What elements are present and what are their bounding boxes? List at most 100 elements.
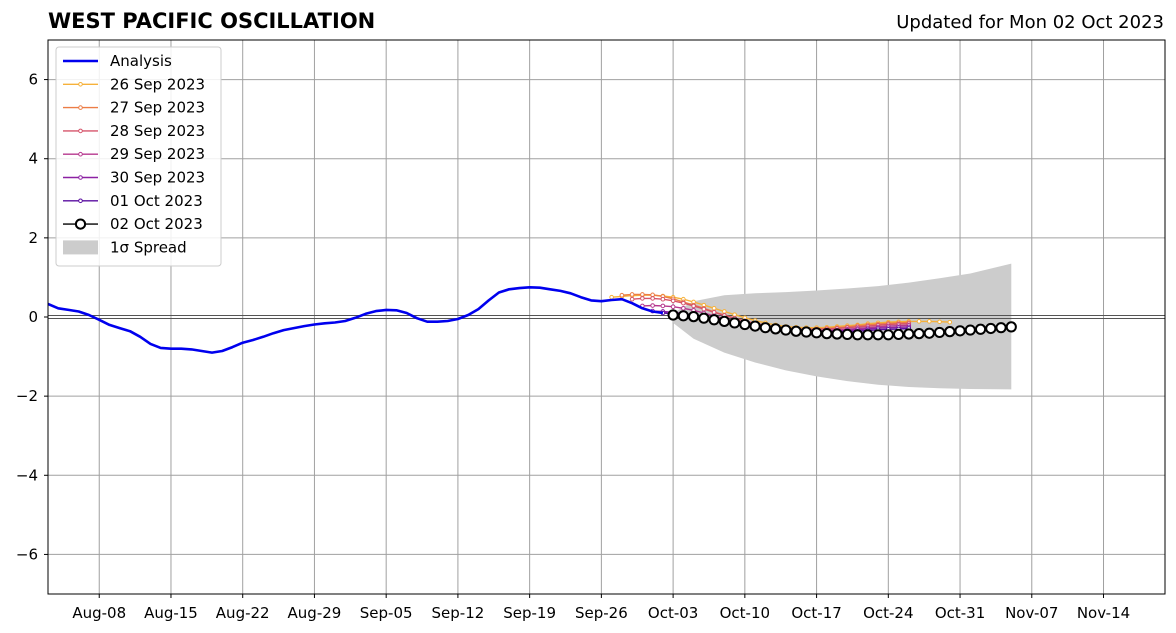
forecast-point xyxy=(769,323,782,335)
forecast-point xyxy=(810,327,823,339)
forecast-point xyxy=(985,322,997,335)
legend-marker xyxy=(78,128,83,134)
analysis-line xyxy=(48,285,664,354)
forecast-point xyxy=(851,329,864,341)
grid xyxy=(48,40,1165,594)
forecast-point xyxy=(688,311,700,323)
forecast-point xyxy=(1005,321,1017,333)
forecast-point xyxy=(718,315,730,327)
legend-marker xyxy=(78,198,83,204)
forecast-point xyxy=(677,310,689,322)
forecast-point xyxy=(974,323,987,335)
legend-label: Analysis xyxy=(110,52,172,70)
forecast-point xyxy=(872,329,884,341)
x-tick-label: Aug-15 xyxy=(144,604,198,622)
forecast-point xyxy=(841,328,853,341)
forecast-point xyxy=(667,309,679,321)
x-tick-label: Oct-24 xyxy=(863,604,913,622)
forecast-line xyxy=(611,294,950,329)
x-tick-label: Sep-26 xyxy=(575,604,628,622)
forecast-point xyxy=(954,325,966,337)
forecast-point xyxy=(619,292,625,298)
forecast-point xyxy=(913,328,925,340)
x-tick-label: Sep-19 xyxy=(503,604,556,622)
legend: Analysis 26 Sep 2023 27 Sep 2023 28 Sep 202… xyxy=(55,46,222,267)
forecast-point xyxy=(862,329,874,341)
x-tick-label: Nov-14 xyxy=(1077,604,1130,622)
forecast-point xyxy=(964,324,976,336)
forecast-point xyxy=(790,325,802,337)
forecast-point xyxy=(937,319,942,325)
forecast-point xyxy=(944,326,956,338)
legend-label: 1σ Spread xyxy=(110,238,187,256)
forecast-point xyxy=(728,317,741,329)
forecast-point xyxy=(923,327,935,339)
forecast-point xyxy=(882,329,894,341)
forecast-point xyxy=(722,309,727,314)
forecast-point xyxy=(660,303,666,309)
x-tick-label: Sep-05 xyxy=(360,604,413,622)
forecast-point xyxy=(629,296,635,302)
forecast-point xyxy=(670,304,676,310)
chart-title: WEST PACIFIC OSCILLATION xyxy=(48,9,376,33)
x-tick-label: Nov-07 xyxy=(1005,604,1058,622)
forecast-point xyxy=(698,312,710,324)
forecast-point xyxy=(892,328,905,341)
forecast-point xyxy=(927,319,932,324)
forecast-point xyxy=(691,303,696,309)
legend-label: 26 Sep 2023 xyxy=(110,75,205,93)
forecast-point xyxy=(916,319,922,324)
zero-line-layer xyxy=(48,315,1165,319)
legend-label: 27 Sep 2023 xyxy=(110,99,205,117)
forecast-point xyxy=(681,305,686,311)
forecast-point xyxy=(759,322,771,334)
x-tick-label: Oct-10 xyxy=(720,604,770,622)
forecast-point xyxy=(732,312,737,317)
forecast-point xyxy=(947,319,953,325)
forecast-point xyxy=(629,292,635,297)
legend-swatch xyxy=(63,240,98,255)
forecast-point xyxy=(711,305,717,311)
legend-label: 01 Oct 2023 xyxy=(110,192,203,210)
forecast-point xyxy=(780,324,792,336)
legend-label: 02 Oct 2023 xyxy=(110,215,203,233)
axes: Aug-08 Aug-15 Aug-22 Aug-29 Sep-05 Sep-12 Sep-… xyxy=(16,71,1130,622)
y-tick-label: −4 xyxy=(16,466,38,484)
forecast-point xyxy=(650,292,655,298)
legend-marker xyxy=(78,175,83,180)
forecast-point xyxy=(711,309,717,315)
forecast-point xyxy=(681,300,686,306)
forecast-point xyxy=(933,326,946,339)
x-tick-label: Oct-31 xyxy=(935,604,985,622)
y-tick-label: 0 xyxy=(28,308,38,326)
forecast-point xyxy=(609,294,614,300)
forecast-point xyxy=(903,328,915,340)
forecast-point xyxy=(660,296,666,302)
legend-marker xyxy=(74,218,87,230)
forecast-point xyxy=(821,328,833,340)
legend-label: 30 Sep 2023 xyxy=(110,169,205,187)
forecast-point xyxy=(650,296,655,301)
y-tick-label: 4 xyxy=(28,150,38,168)
legend-label: 28 Sep 2023 xyxy=(110,122,205,140)
x-tick-label: Oct-17 xyxy=(791,604,841,622)
forecast-point xyxy=(640,296,645,301)
y-tick-label: 6 xyxy=(28,71,38,89)
legend-marker xyxy=(78,82,83,87)
legend-box xyxy=(55,46,222,267)
forecast-point xyxy=(995,322,1007,334)
forecast-point xyxy=(650,303,655,308)
forecast-point xyxy=(640,292,645,297)
series-layer xyxy=(48,285,1017,354)
forecast-point xyxy=(749,320,761,332)
forecast-point xyxy=(831,328,843,340)
chart-subtitle: Updated for Mon 02 Oct 2023 xyxy=(896,12,1164,33)
x-tick-label: Aug-22 xyxy=(216,604,270,622)
x-tick-label: Aug-08 xyxy=(72,604,126,622)
x-tick-label: Sep-12 xyxy=(432,604,485,622)
x-tick-label: Oct-03 xyxy=(648,604,698,622)
x-tick-label: Aug-29 xyxy=(288,604,342,622)
y-tick-label: −2 xyxy=(16,387,38,405)
legend-label: 29 Sep 2023 xyxy=(110,145,205,163)
